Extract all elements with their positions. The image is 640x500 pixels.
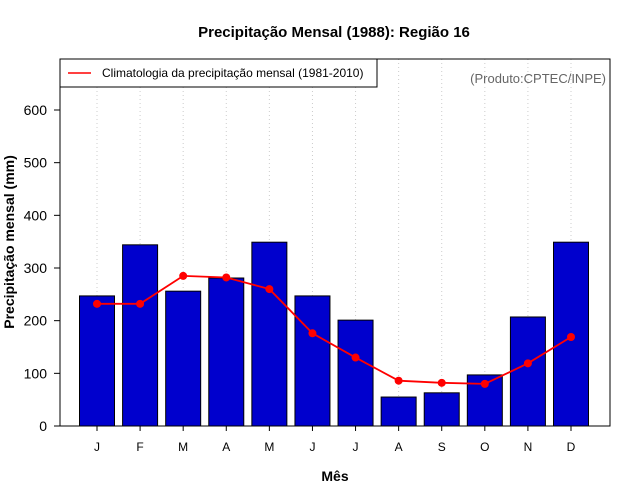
bar	[294, 295, 331, 427]
y-tick-label: 600	[24, 102, 48, 118]
x-tick-label: A	[395, 440, 403, 454]
bar	[337, 319, 374, 427]
bar	[251, 241, 288, 427]
climatology-point	[480, 379, 489, 388]
x-tick-label: M	[264, 440, 274, 454]
climatology-point	[265, 285, 274, 294]
bar	[509, 316, 546, 427]
legend-box	[59, 58, 378, 88]
y-tick-label: 300	[24, 260, 48, 276]
legend: Climatologia da precipitação mensal (198…	[59, 58, 378, 88]
x-tick-label: J	[353, 440, 359, 454]
y-tick-label: 100	[24, 365, 48, 381]
x-tick-label: N	[524, 440, 533, 454]
x-tick-label: S	[438, 440, 446, 454]
chart-title: Precipitação Mensal (1988): Região 16	[198, 24, 470, 41]
climatology-line	[97, 274, 572, 385]
y-tick-label: 400	[24, 207, 48, 223]
bar	[122, 244, 159, 427]
climatology-point	[222, 273, 231, 282]
x-tick-label: M	[178, 440, 188, 454]
bar	[208, 277, 245, 427]
bar	[380, 396, 417, 427]
bar	[165, 290, 202, 427]
x-tick-label: F	[136, 440, 143, 454]
climatology-point	[93, 299, 101, 308]
x-axis-label: Mês	[321, 468, 348, 484]
climatology-point	[437, 378, 446, 387]
bar-series	[79, 241, 589, 427]
climatology-point	[308, 329, 317, 338]
y-tick-label: 200	[24, 313, 48, 329]
x-tick-label: O	[480, 440, 489, 454]
y-axis: 0 100 200 300 400 500 600	[24, 102, 60, 434]
x-tick-label: A	[222, 440, 230, 454]
credit-annotation: (Produto:CPTEC/INPE)	[470, 71, 606, 86]
y-axis-label: Precipitação mensal (mm)	[1, 155, 17, 329]
climatology-point	[351, 353, 360, 362]
y-tick-label: 0	[39, 418, 47, 434]
climatology-point	[567, 332, 575, 341]
legend-entry: Climatologia da precipitação mensal (198…	[102, 66, 363, 80]
climatology-point	[136, 299, 145, 308]
climatology-point	[523, 359, 532, 368]
climatology-point	[394, 376, 403, 385]
bar	[79, 295, 115, 427]
x-tick-label: D	[567, 440, 576, 454]
y-tick-label: 500	[24, 155, 48, 171]
climatology-point	[179, 271, 188, 280]
x-tick-label: J	[309, 440, 315, 454]
x-tick-label: J	[94, 440, 100, 454]
climatology-line-series	[93, 271, 575, 388]
bar	[423, 392, 460, 427]
